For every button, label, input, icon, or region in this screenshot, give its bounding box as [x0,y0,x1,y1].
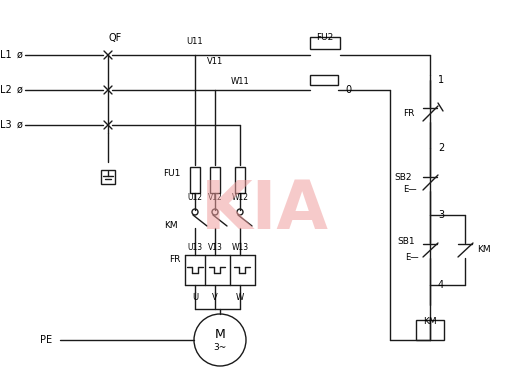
Text: L3: L3 [1,120,12,130]
Text: KIA: KIA [201,177,329,243]
Text: U11: U11 [187,38,204,47]
Text: W: W [236,293,244,302]
Circle shape [237,209,243,215]
Bar [210,167,220,193]
Text: QF: QF [108,33,121,43]
Circle shape [212,209,218,215]
Text: KM: KM [423,316,437,326]
Text: M: M [215,329,225,341]
Text: SB1: SB1 [398,238,415,246]
Text: U12: U12 [188,194,202,202]
Text: V: V [212,293,218,302]
Bar [416,320,444,340]
Text: FR: FR [169,255,180,265]
Text: 1: 1 [438,75,444,85]
Text: ø: ø [17,85,23,95]
Text: U: U [192,293,198,302]
Text: V13: V13 [208,243,223,252]
Text: SB2: SB2 [394,174,412,183]
Text: 3~: 3~ [214,343,227,351]
Text: KM: KM [477,246,491,255]
Text: 0: 0 [345,85,351,95]
Text: V12: V12 [208,194,223,202]
Text: W11: W11 [231,77,250,86]
Circle shape [192,209,198,215]
Text: FR: FR [404,110,415,119]
Text: FU1: FU1 [163,169,180,177]
Text: E—: E— [405,252,419,262]
Text: 2: 2 [438,143,444,153]
Text: L2: L2 [0,85,12,95]
Text: W12: W12 [232,194,249,202]
Bar [310,75,338,85]
Bar [310,37,340,49]
Text: L1: L1 [1,50,12,60]
Text: ø: ø [17,120,23,130]
Circle shape [194,314,246,366]
Text: E—: E— [403,185,417,194]
Text: V11: V11 [207,58,223,66]
Bar [235,167,245,193]
Bar [101,170,115,184]
Text: PE: PE [40,335,52,345]
Text: 4: 4 [438,280,444,290]
Text: 3: 3 [438,210,444,220]
Bar [190,167,200,193]
Text: ø: ø [17,50,23,60]
Text: U13: U13 [188,243,202,252]
Text: W13: W13 [232,243,249,252]
Text: FU2: FU2 [316,33,333,42]
Text: KM: KM [164,221,178,230]
